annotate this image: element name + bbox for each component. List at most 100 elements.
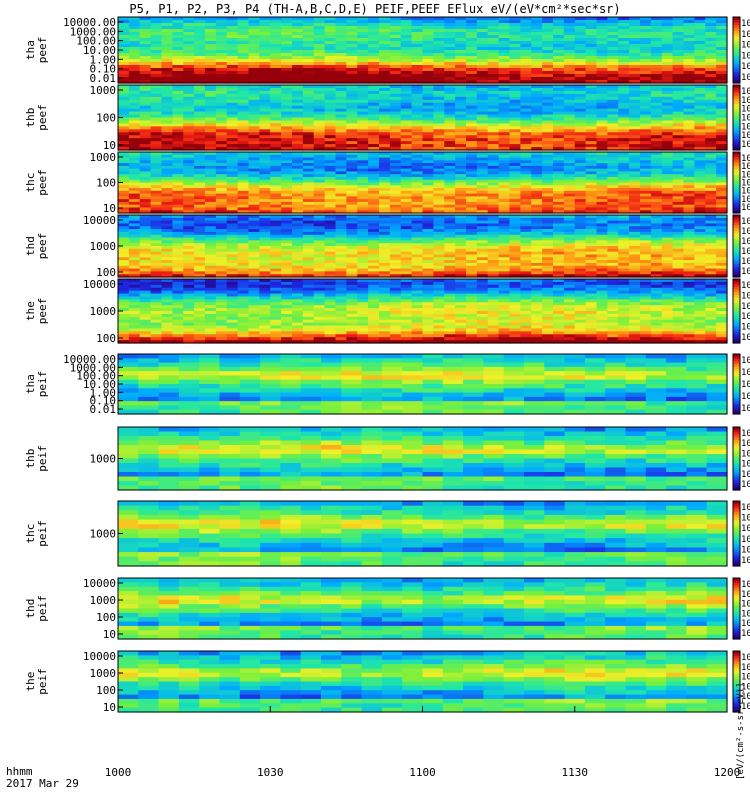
heatmap-cell — [650, 176, 663, 181]
heatmap-cell — [531, 135, 543, 139]
heatmap-cell — [248, 90, 260, 95]
colorbar-segment — [733, 182, 740, 186]
colorbar-segment — [733, 85, 740, 89]
heatmap-cell — [292, 171, 304, 175]
heatmap-cell — [476, 240, 489, 244]
heatmap-cell — [215, 240, 228, 244]
heatmap-cell — [542, 154, 554, 159]
heatmap-cell — [281, 234, 293, 239]
heatmap-cell — [672, 87, 685, 92]
heatmap-cell — [118, 144, 130, 148]
heatmap-cell — [346, 220, 358, 225]
heatmap-cell — [379, 71, 391, 75]
heatmap-cell — [237, 53, 250, 57]
heatmap-cell — [683, 99, 695, 104]
heatmap-cell — [161, 126, 173, 130]
heatmap-cell — [346, 123, 358, 127]
heatmap-cell — [368, 141, 380, 145]
heatmap-cell — [455, 59, 467, 63]
heatmap-cell — [128, 204, 141, 209]
heatmap-cell — [509, 114, 521, 119]
heatmap-cell — [542, 138, 554, 142]
heatmap-cell — [542, 223, 554, 227]
heatmap-cell — [357, 220, 369, 225]
heatmap-cell — [302, 102, 315, 107]
heatmap-cell — [313, 160, 326, 164]
heatmap-cell — [640, 29, 652, 33]
heatmap-cell — [139, 144, 152, 148]
heatmap-cell — [650, 165, 663, 170]
heatmap-cell — [661, 274, 674, 278]
heatmap-cell — [607, 29, 619, 33]
heatmap-cell — [161, 132, 173, 136]
heatmap-cell — [629, 87, 641, 92]
heatmap-cell — [542, 248, 554, 253]
heatmap-cell — [498, 53, 511, 57]
heatmap-cell — [476, 32, 489, 36]
heatmap-cell — [520, 96, 532, 101]
heatmap-cell — [411, 41, 424, 45]
heatmap-cell — [161, 237, 173, 241]
heatmap-cell — [683, 123, 695, 127]
heatmap-cell — [237, 163, 250, 167]
heatmap-cell — [118, 157, 130, 161]
heatmap-cell — [335, 35, 347, 39]
heatmap-cell — [150, 217, 163, 222]
heatmap-cell — [183, 204, 195, 209]
heatmap-cell — [476, 160, 489, 164]
heatmap-cell — [128, 50, 141, 54]
heatmap-cell — [150, 215, 163, 219]
heatmap-cell — [379, 226, 391, 230]
heatmap-cell — [248, 243, 260, 247]
heatmap-cell — [226, 160, 239, 164]
heatmap-cell — [346, 254, 358, 258]
heatmap-cell — [444, 129, 456, 133]
heatmap-cell — [400, 126, 413, 130]
heatmap-cell — [531, 260, 543, 264]
heatmap-cell — [563, 23, 576, 27]
heatmap-cell — [183, 168, 195, 173]
heatmap-cell — [661, 120, 674, 124]
y-tick-label: 10.00 — [83, 44, 116, 57]
heatmap-cell — [379, 120, 391, 124]
heatmap-cell — [226, 26, 239, 30]
heatmap-cell — [302, 47, 315, 51]
heatmap-cell — [411, 207, 424, 211]
heatmap-cell — [607, 265, 619, 270]
heatmap-cell — [563, 93, 576, 98]
heatmap-cell — [629, 176, 641, 181]
heatmap-cell — [487, 163, 500, 167]
heatmap-cell — [716, 38, 728, 42]
heatmap-cell — [476, 41, 489, 45]
heatmap-cell — [563, 38, 576, 42]
heatmap-cell — [509, 188, 521, 192]
heatmap-cell — [640, 182, 652, 186]
heatmap-cell — [585, 96, 598, 101]
heatmap-cell — [346, 190, 358, 195]
heatmap-cell — [618, 168, 630, 173]
heatmap-cell — [520, 176, 532, 181]
colorbar-segment — [733, 202, 740, 206]
heatmap-cell — [324, 108, 337, 113]
heatmap-cell — [139, 44, 152, 48]
heatmap-cell — [281, 274, 293, 278]
heatmap-cell — [139, 80, 152, 84]
heatmap-cell — [346, 234, 358, 239]
heatmap-cell — [389, 132, 402, 136]
heatmap-cell — [650, 120, 663, 124]
heatmap-cell — [128, 38, 141, 42]
heatmap-cell — [487, 56, 500, 60]
heatmap-cell — [444, 35, 456, 39]
heatmap-cell — [433, 229, 445, 233]
heatmap-cell — [118, 90, 130, 95]
heatmap-cell — [379, 65, 391, 69]
heatmap-cell — [324, 257, 337, 261]
heatmap-cell — [379, 144, 391, 148]
heatmap-cell — [422, 217, 434, 222]
heatmap-cell — [172, 147, 184, 151]
heatmap-cell — [563, 68, 576, 72]
heatmap-cell — [694, 147, 706, 151]
heatmap-cell — [302, 23, 315, 27]
heatmap-cell — [118, 248, 130, 253]
heatmap-cell — [542, 265, 554, 270]
